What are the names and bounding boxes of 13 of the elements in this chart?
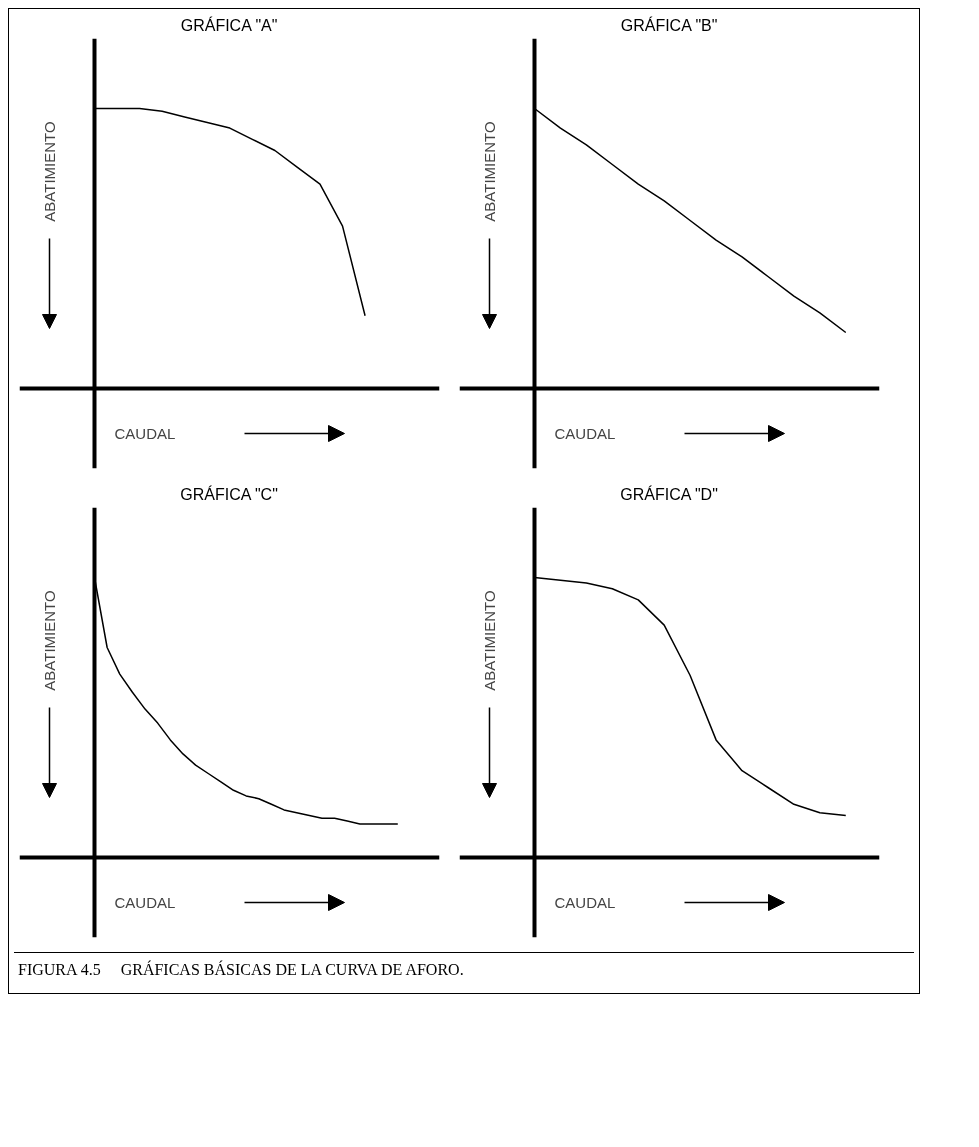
y-axis-title: ABATIMIENTO xyxy=(41,590,58,691)
x-axis-title: CAUDAL xyxy=(554,425,616,442)
chart-title: GRÁFICA "B" xyxy=(620,15,718,34)
chart-title: GRÁFICA "D" xyxy=(620,484,718,503)
text: FIGURA 4.5 GRÁFICAS BÁSICAS DE LA CURVA DE AFORO. xyxy=(18,959,464,980)
y-axis-title: ABATIMIENTO xyxy=(481,121,498,222)
chart-title: GRÁFICA "A" xyxy=(180,15,278,34)
x-axis-title: CAUDAL xyxy=(114,425,176,442)
chart-title: GRÁFICA "C" xyxy=(180,484,278,503)
y-axis-title: ABATIMIENTO xyxy=(41,121,58,222)
y-axis-title: ABATIMIENTO xyxy=(481,590,498,691)
x-axis-title: CAUDAL xyxy=(114,894,176,911)
x-axis-title: CAUDAL xyxy=(554,894,616,911)
